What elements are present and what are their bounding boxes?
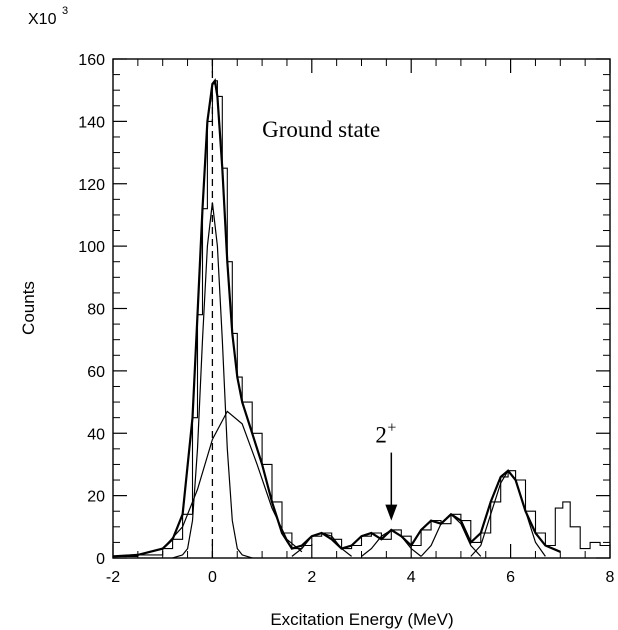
y-tick-label: 0 — [96, 551, 105, 568]
y-tick-label: 140 — [78, 114, 105, 131]
y-tick-label: 160 — [78, 52, 105, 69]
x-axis-title: Excitation Energy (MeV) — [270, 610, 453, 629]
series-fit-total-1 — [113, 78, 561, 558]
x-tick-label: 6 — [506, 569, 515, 586]
y-tick-label: 60 — [87, 364, 105, 381]
annotation-arrow-head — [385, 504, 398, 521]
series-fit-component-3 — [113, 410, 303, 557]
y-tick-label: 120 — [78, 177, 105, 194]
series-histogram-0 — [113, 80, 610, 557]
y-tick-label: 80 — [87, 302, 105, 319]
data-series — [113, 59, 610, 558]
series-fit-component-2 — [172, 202, 253, 558]
annotation-ground-state: Ground state — [262, 117, 380, 142]
x-tick-label: 4 — [407, 569, 416, 586]
y-multiplier-exponent: 3 — [62, 5, 68, 17]
y-multiplier-base: X10 — [28, 11, 57, 28]
x-tick-label: 2 — [307, 569, 316, 586]
y-tick-label: 20 — [87, 489, 105, 506]
x-tick-label: 8 — [606, 569, 615, 586]
series-fit-component-7 — [470, 469, 546, 557]
annotations: Ground state 2 + — [262, 117, 398, 521]
series-fit-component-5 — [361, 529, 422, 557]
x-tick-label: -2 — [106, 569, 120, 586]
series-fit-component-4 — [291, 532, 352, 557]
x-tick-label: 0 — [208, 569, 217, 586]
y-axis-multiplier: X10 3 — [28, 5, 68, 28]
y-tick-label: 100 — [78, 239, 105, 256]
y-tick-label: 40 — [87, 426, 105, 443]
annotation-2plus: 2 — [375, 423, 387, 448]
series-fit-component-6 — [420, 513, 482, 557]
y-axis-title: Counts — [19, 281, 38, 335]
annotation-2plus-superscript: + — [387, 420, 396, 437]
